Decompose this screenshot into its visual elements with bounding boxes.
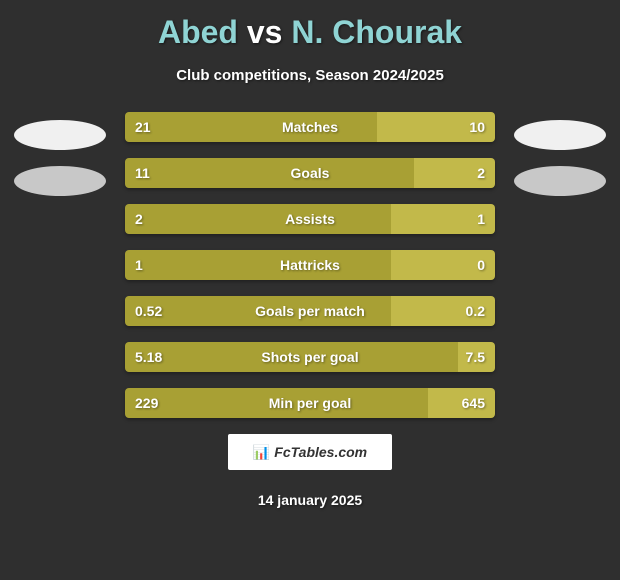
player2-badge-1 [514,120,606,150]
player1-badge-1 [14,120,106,150]
player2-name: N. Chourak [291,14,462,50]
stat-row: 5.187.5Shots per goal [125,342,495,372]
stat-row: 112Goals [125,158,495,188]
stat-row: 229645Min per goal [125,388,495,418]
stat-row: 10Hattricks [125,250,495,280]
stat-label: Goals [125,158,495,188]
stat-row: 0.520.2Goals per match [125,296,495,326]
stat-label: Goals per match [125,296,495,326]
stat-label: Matches [125,112,495,142]
stat-label: Shots per goal [125,342,495,372]
watermark-text: FcTables.com [274,444,367,460]
stat-row: 2110Matches [125,112,495,142]
stat-label: Assists [125,204,495,234]
bars-container: 2110Matches 112Goals 21Assists 10Hattricks 0… [125,112,495,418]
player1-name: Abed [158,14,238,50]
watermark: 📊 FcTables.com [228,434,392,470]
subtitle: Club competitions, Season 2024/2025 [0,67,620,84]
date-text: 14 january 2025 [0,492,620,508]
player1-badge-2 [14,166,106,196]
vs-text: vs [247,14,283,50]
comparison-title: Abed vs N. Chourak [0,0,620,51]
stat-label: Hattricks [125,250,495,280]
stat-label: Min per goal [125,388,495,418]
player2-badge-2 [514,166,606,196]
chart-area: 2110Matches 112Goals 21Assists 10Hattricks 0… [0,112,620,418]
stat-row: 21Assists [125,204,495,234]
watermark-icon: 📊 [253,444,270,461]
